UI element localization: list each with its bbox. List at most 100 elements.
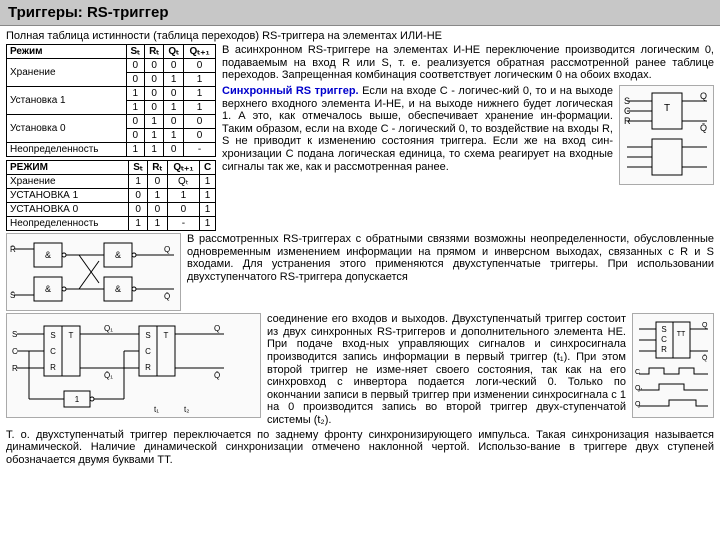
svg-text:S: S [12,330,17,339]
svg-text:R̄: R̄ [10,245,16,254]
circuit-diagram-1: T S C R Q Q̄ [619,85,714,185]
t1-mode-2: Установка 1 [7,87,127,115]
cell: 0 [129,189,148,203]
svg-text:Q₁: Q₁ [104,324,113,333]
t1-mode-0: Хранение [7,59,127,87]
cell: 1 [184,87,216,101]
svg-text:S: S [145,331,150,340]
schematic-icon: S C R TT Q Q̄ C Q₁ Q [634,316,712,416]
svg-text:&: & [44,284,50,294]
svg-text:&: & [44,250,50,260]
svg-text:Q̄: Q̄ [164,292,170,301]
paragraph-2: Синхронный RS триггер. Если на входе С -… [222,85,613,185]
t1-mode-6: Неопределенность [7,143,127,157]
t2-h0: РЕЖИМ [7,161,129,175]
truth-table-1: Режим Sₜ Rₜ Qₜ Qₜ₊₁ Хранение 0000 0011 У… [6,44,216,157]
cell: - [184,143,216,157]
svg-text:Q: Q [164,245,170,254]
page-title: Триггеры: RS-триггер [0,0,720,26]
svg-text:S: S [50,331,55,340]
cell: 1 [200,175,216,189]
cell: Qₜ [167,175,200,189]
svg-text:R: R [624,116,631,126]
cell: 0 [164,87,184,101]
svg-text:t₁: t₁ [154,405,159,414]
cell: 0 [184,59,216,73]
cell: 1 [200,217,216,231]
schematic-icon: & & & & R̄ S̄ Q Q̄ [9,235,179,310]
cell: 1 [184,101,216,115]
svg-text:S: S [661,325,666,334]
svg-text:R: R [50,363,56,372]
t2-h2: Rₜ [148,161,168,175]
t1-h3: Qₜ [164,45,184,59]
paragraph-5: Т. о. двухступенчатый триггер переключае… [6,429,714,467]
cell: 0 [164,143,184,157]
svg-text:t₂: t₂ [184,405,189,414]
svg-text:Q̄: Q̄ [214,371,220,380]
cell: 1 [164,129,184,143]
circuit-diagram-2: & & & & R̄ S̄ Q Q̄ [6,233,181,311]
svg-text:R: R [12,364,18,373]
svg-text:C: C [12,347,18,356]
svg-text:T: T [663,103,669,114]
main-content: Полная таблица истинности (таблица перех… [0,26,720,469]
cell: 1 [167,189,200,203]
svg-text:Q̄₁: Q̄₁ [104,371,113,380]
cell: 1 [129,175,148,189]
t1-h1: Sₜ [126,45,145,59]
cell: 0 [184,115,216,129]
svg-text:Q: Q [700,91,707,101]
svg-text:T: T [68,331,73,340]
t2-r1c0: УСТАНОВКА 1 [7,189,129,203]
svg-text:Q: Q [214,324,220,333]
cell: 0 [167,203,200,217]
svg-text:1: 1 [74,395,79,404]
cell: 0 [126,129,145,143]
svg-text:C: C [635,369,640,376]
cell: 1 [129,217,148,231]
cell: 1 [164,73,184,87]
cell: 1 [145,129,164,143]
t2-r2c0: УСТАНОВКА 0 [7,203,129,217]
cell: 0 [164,115,184,129]
cell: 0 [126,115,145,129]
cell: 0 [126,59,145,73]
cell: 1 [145,115,164,129]
cell: 0 [145,101,164,115]
svg-text:R: R [145,363,151,372]
cell: 1 [126,143,145,157]
para2-body: Если на входе С - логичес-кий 0, то и на… [222,85,613,173]
cell: 1 [200,189,216,203]
t2-h1: Sₜ [129,161,148,175]
t2-h3: Qₜ₊₁ [167,161,200,175]
cell: - [167,217,200,231]
svg-text:C: C [624,106,631,116]
svg-text:Q₁: Q₁ [635,385,643,392]
t1-mode-4: Установка 0 [7,115,127,143]
svg-text:&: & [114,284,120,294]
cell: 1 [148,189,168,203]
cell: 0 [129,203,148,217]
truth-table-2: РЕЖИМ Sₜ Rₜ Qₜ₊₁ C Хранение10Qₜ1 УСТАНОВ… [6,160,216,231]
t2-r3c0: Неопределенность [7,217,129,231]
svg-text:S: S [624,96,630,106]
subtitle: Полная таблица истинности (таблица перех… [6,30,714,42]
paragraph-1: В асинхронном RS-триггере на элементах И… [222,44,714,82]
para2-heading: Синхронный RS триггер. [222,85,359,97]
cell: 0 [164,59,184,73]
cell: 1 [148,217,168,231]
svg-text:Q: Q [635,401,641,408]
svg-text:C: C [50,347,56,356]
svg-text:R: R [661,345,667,354]
cell: 0 [145,59,164,73]
t2-r0c0: Хранение [7,175,129,189]
cell: 0 [148,203,168,217]
cell: 0 [145,73,164,87]
t1-h0: Режим [7,45,127,59]
svg-text:C: C [661,335,667,344]
paragraph-3: В рассмотренных RS-триггерах с обратными… [187,233,714,311]
t2-h4: C [200,161,216,175]
svg-text:Q̄: Q̄ [702,353,708,361]
svg-text:C: C [145,347,151,356]
